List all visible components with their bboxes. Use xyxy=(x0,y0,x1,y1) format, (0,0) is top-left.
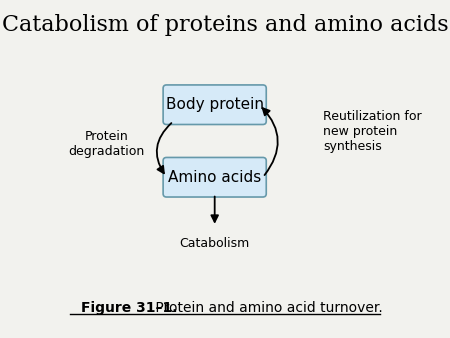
Text: Figure 31–1.: Figure 31–1. xyxy=(81,301,177,315)
Text: Body protein: Body protein xyxy=(166,97,264,112)
Text: Protein
degradation: Protein degradation xyxy=(68,130,144,158)
Text: Catabolism of proteins and amino acids: Catabolism of proteins and amino acids xyxy=(2,14,448,36)
Text: Catabolism: Catabolism xyxy=(180,237,250,249)
Text: Protein and amino acid turnover.: Protein and amino acid turnover. xyxy=(151,301,383,315)
FancyBboxPatch shape xyxy=(163,85,266,124)
Text: Reutilization for
new protein
synthesis: Reutilization for new protein synthesis xyxy=(323,110,422,152)
Text: Amino acids: Amino acids xyxy=(168,170,261,185)
FancyBboxPatch shape xyxy=(163,158,266,197)
